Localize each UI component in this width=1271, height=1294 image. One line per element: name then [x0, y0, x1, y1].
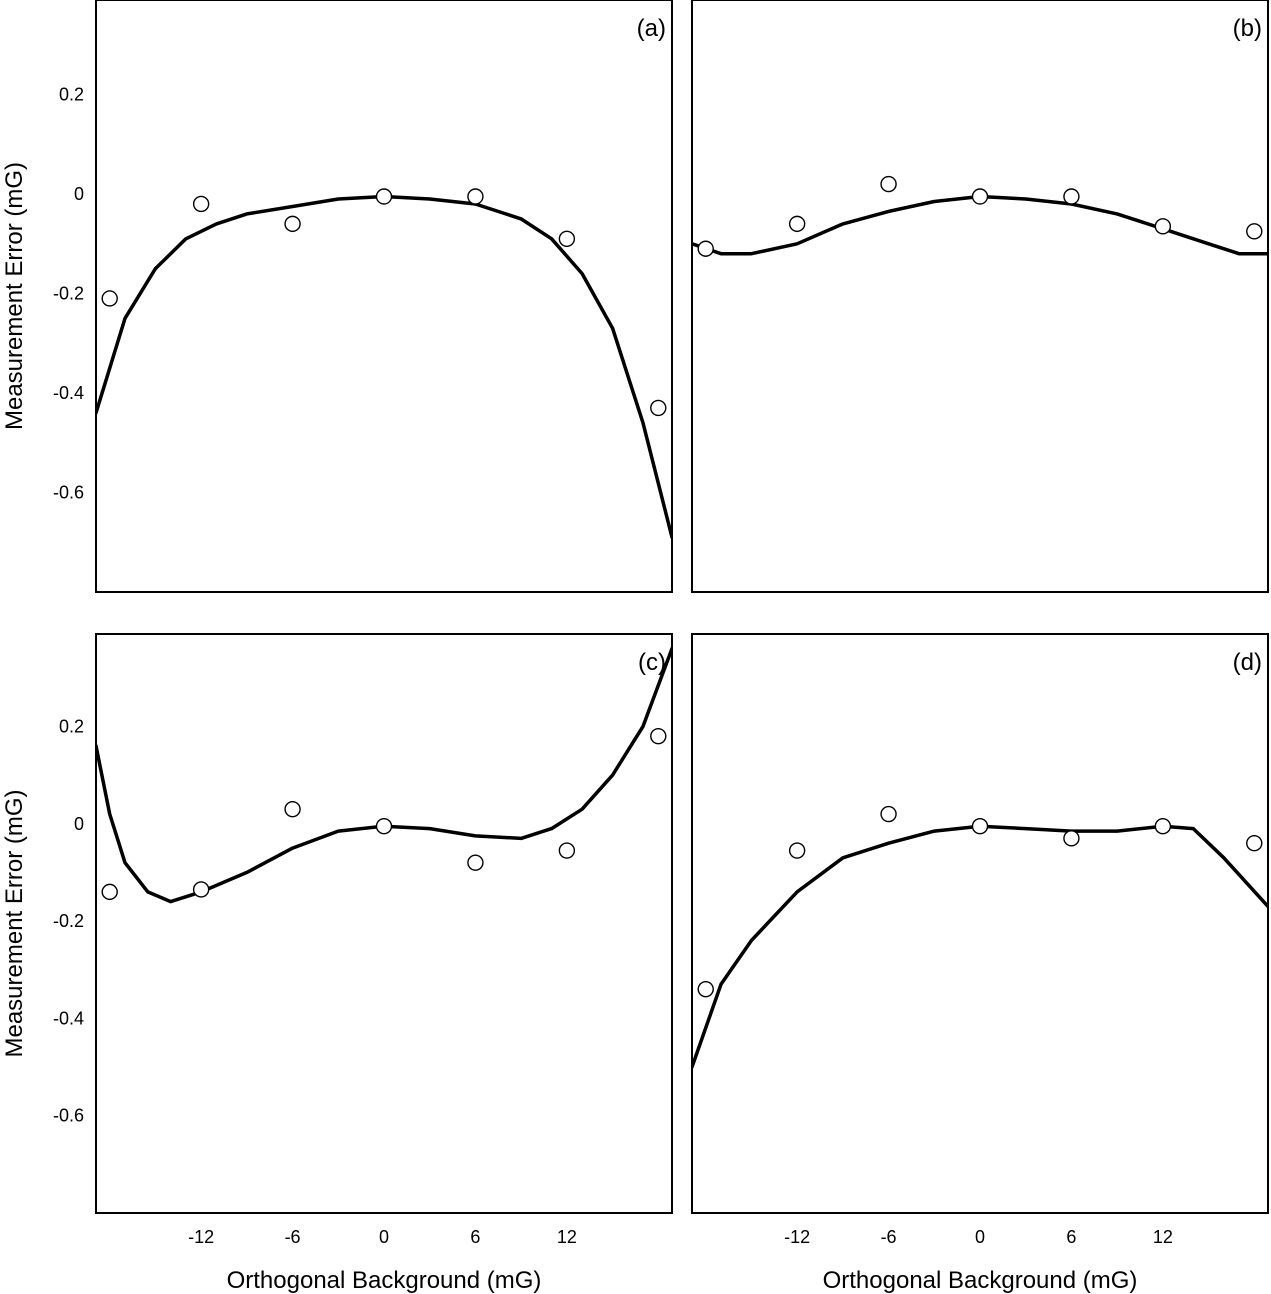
- chart-panel-3: (c) 0.2 0 -0.2 -0.4 -0.6 -12 -6 0 6 12 Orthogonal B…: [1, 633, 673, 1294]
- y-tick-label: 0.2: [59, 716, 84, 736]
- x-tick-label: -6: [285, 1227, 301, 1247]
- data-point-3: [284, 215, 301, 233]
- y-tick-label: -0.2: [53, 911, 84, 931]
- data-point-6: [558, 230, 576, 247]
- x-tick-label: 12: [557, 1227, 577, 1247]
- x-tick-label: 0: [379, 1227, 389, 1247]
- chart-panel-1: (a) 0.2 0 -0.2 -0.4 -0.6 Measurement Error (mG…: [1, 0, 673, 593]
- fit-curve: [692, 194, 1268, 256]
- data-point-1: [697, 980, 714, 998]
- data-point-2: [192, 881, 210, 898]
- fit-curve: [692, 824, 1268, 1069]
- data-point-7: [650, 399, 667, 417]
- x-tick-label: 6: [470, 1227, 480, 1247]
- y-tick-label: -0.4: [53, 383, 84, 403]
- y-tick-label: 0: [74, 184, 84, 204]
- y-tick-label: 0.2: [59, 85, 84, 105]
- data-point-1: [101, 883, 118, 901]
- y-tick-label: -0.2: [53, 284, 84, 304]
- panel-label: (d): [1233, 649, 1262, 676]
- y-tick-label: -0.6: [53, 483, 84, 503]
- data-point-1: [697, 240, 714, 257]
- data-point-4: [971, 817, 989, 835]
- data-point-2: [192, 195, 210, 213]
- data-point-5: [467, 188, 484, 205]
- data-point-1: [101, 290, 118, 307]
- data-point-5: [1063, 830, 1080, 847]
- data-point-5: [1063, 188, 1080, 205]
- x-axis-title: Orthogonal Background (mG): [227, 1267, 542, 1294]
- y-tick-label: -0.6: [53, 1106, 84, 1126]
- data-point-4: [375, 817, 393, 835]
- y-axis-title: Measurement Error (mG): [1, 789, 28, 1057]
- fit-curve: [96, 194, 672, 540]
- panel-label: (c): [638, 649, 666, 676]
- data-point-7: [1246, 835, 1263, 852]
- data-point-3: [880, 175, 897, 193]
- fit-curve: [96, 646, 672, 904]
- data-point-6: [558, 842, 576, 859]
- y-axis-title: Measurement Error (mG): [1, 162, 28, 430]
- y-tick-label: 0: [74, 814, 84, 834]
- data-point-3: [284, 800, 301, 818]
- data-point-6: [1154, 817, 1172, 835]
- x-tick-label: -6: [881, 1227, 897, 1247]
- data-point-7: [650, 727, 667, 745]
- chart-panel-4: (d) -12 -6 0 6 12 Orthogonal Background (mG): [691, 633, 1269, 1294]
- x-axis-title: Orthogonal Background (mG): [823, 1267, 1138, 1294]
- x-tick-label: 12: [1153, 1227, 1173, 1247]
- plot-frame: [691, 0, 1269, 593]
- data-point-3: [880, 805, 897, 823]
- x-tick-label: -12: [784, 1227, 810, 1247]
- data-point-2: [788, 215, 806, 233]
- data-point-6: [1154, 218, 1172, 235]
- x-tick-label: 6: [1066, 1227, 1076, 1247]
- data-point-7: [1246, 223, 1263, 240]
- x-tick-label: -12: [188, 1227, 214, 1247]
- data-point-5: [467, 854, 484, 871]
- data-point-4: [971, 188, 989, 205]
- plot-frame: [95, 633, 673, 1214]
- plot-frame: [95, 0, 673, 593]
- panel-label: (b): [1233, 15, 1262, 42]
- x-tick-label: 0: [975, 1227, 985, 1247]
- chart-panel-2: (b): [691, 0, 1269, 593]
- panel-label: (a): [637, 15, 666, 42]
- data-point-2: [788, 842, 806, 859]
- data-point-4: [375, 188, 393, 205]
- plot-frame: [691, 633, 1269, 1214]
- y-tick-label: -0.4: [53, 1008, 84, 1028]
